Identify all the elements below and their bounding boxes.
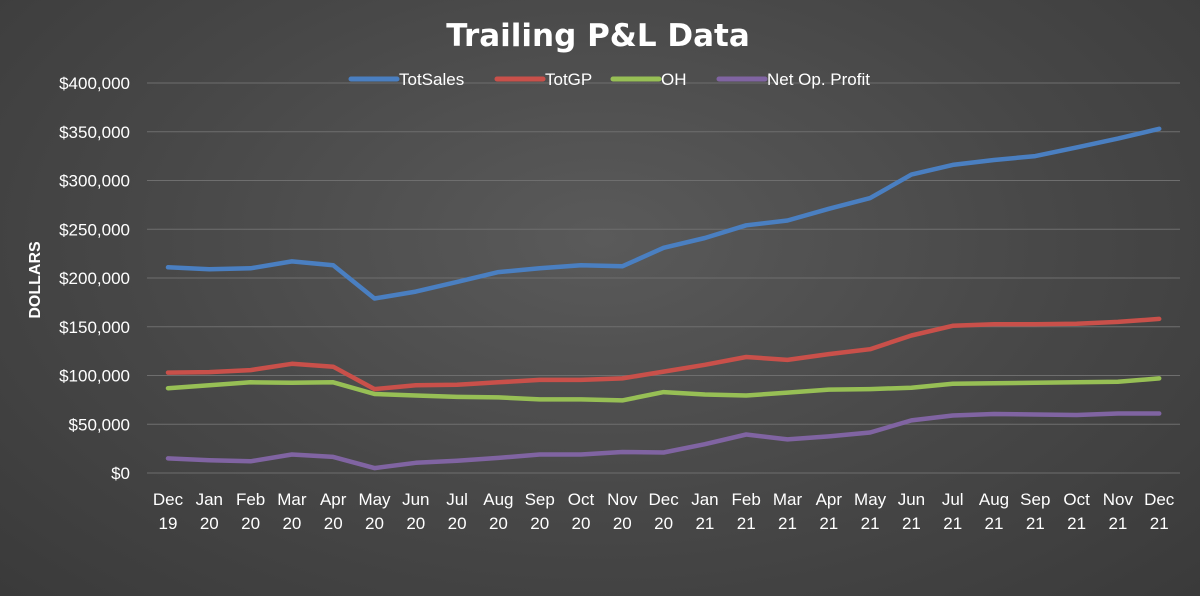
- y-tick-label: $400,000: [59, 74, 130, 93]
- y-tick-label: $150,000: [59, 318, 130, 337]
- x-tick-label: Apr 20: [320, 490, 347, 533]
- x-tick-label: Jun 20: [402, 490, 429, 533]
- x-tick-label: Jan 20: [196, 490, 223, 533]
- x-tick-label: May 21: [854, 490, 887, 533]
- y-tick-label: $200,000: [59, 269, 130, 288]
- y-axis-ticks: $0 $50,000 $100,000 $150,000 $200,000 $250,00…: [59, 74, 130, 483]
- legend-label-totgp: TotGP: [545, 70, 592, 89]
- x-tick-label: Aug 21: [979, 490, 1009, 533]
- y-tick-label: $300,000: [59, 172, 130, 191]
- x-tick-label: Mar 20: [277, 490, 307, 533]
- x-tick-label: Dec 20: [648, 490, 679, 533]
- x-tick-label: Jan 21: [691, 490, 718, 533]
- x-tick-label: Sep 21: [1020, 490, 1050, 533]
- y-tick-label: $0: [111, 464, 130, 483]
- plot-area: [165, 126, 1162, 471]
- y-tick-label: $100,000: [59, 367, 130, 386]
- x-axis-ticks: Dec 19 Jan 20 Feb 20 Mar 20 Apr 20 May 20 Jun 20 Jul 20…: [153, 490, 1175, 533]
- y-tick-label: $250,000: [59, 220, 130, 239]
- legend: TotSales TotGP OH Net Op. Profit: [348, 70, 870, 89]
- x-tick-label: Jul 20: [446, 490, 468, 533]
- legend-label-net-op-profit: Net Op. Profit: [767, 70, 870, 89]
- x-tick-label: Sep 20: [525, 490, 555, 533]
- series-line-totgp: [165, 316, 1162, 392]
- x-tick-label: May 20: [358, 490, 391, 533]
- grid-lines: [147, 82, 1180, 474]
- x-tick-label: Apr 21: [816, 490, 843, 533]
- x-tick-label: Oct 20: [568, 490, 595, 533]
- x-tick-label: Aug 20: [483, 490, 513, 533]
- x-tick-label: Jul 21: [942, 490, 964, 533]
- legend-label-totsales: TotSales: [399, 70, 464, 89]
- x-tick-label: Nov 21: [1103, 490, 1134, 533]
- chart-title: Trailing P&L Data: [446, 18, 750, 54]
- x-tick-label: Dec 19: [153, 490, 184, 533]
- x-tick-label: Feb 20: [236, 490, 265, 533]
- x-tick-label: Feb 21: [732, 490, 761, 533]
- series-line-net-op-profit: [165, 411, 1162, 471]
- x-tick-label: Dec 21: [1144, 490, 1175, 533]
- legend-label-oh: OH: [661, 70, 687, 89]
- x-tick-label: Mar 21: [773, 490, 803, 533]
- x-tick-label: Nov 20: [607, 490, 638, 533]
- x-tick-label: Oct 21: [1063, 490, 1090, 533]
- y-tick-label: $350,000: [59, 123, 130, 142]
- series-line-totsales: [165, 126, 1162, 301]
- y-axis-label: DOLLARS: [27, 241, 44, 319]
- series-line-oh: [165, 376, 1162, 403]
- x-tick-label: Jun 21: [898, 490, 925, 533]
- y-tick-label: $50,000: [69, 415, 130, 434]
